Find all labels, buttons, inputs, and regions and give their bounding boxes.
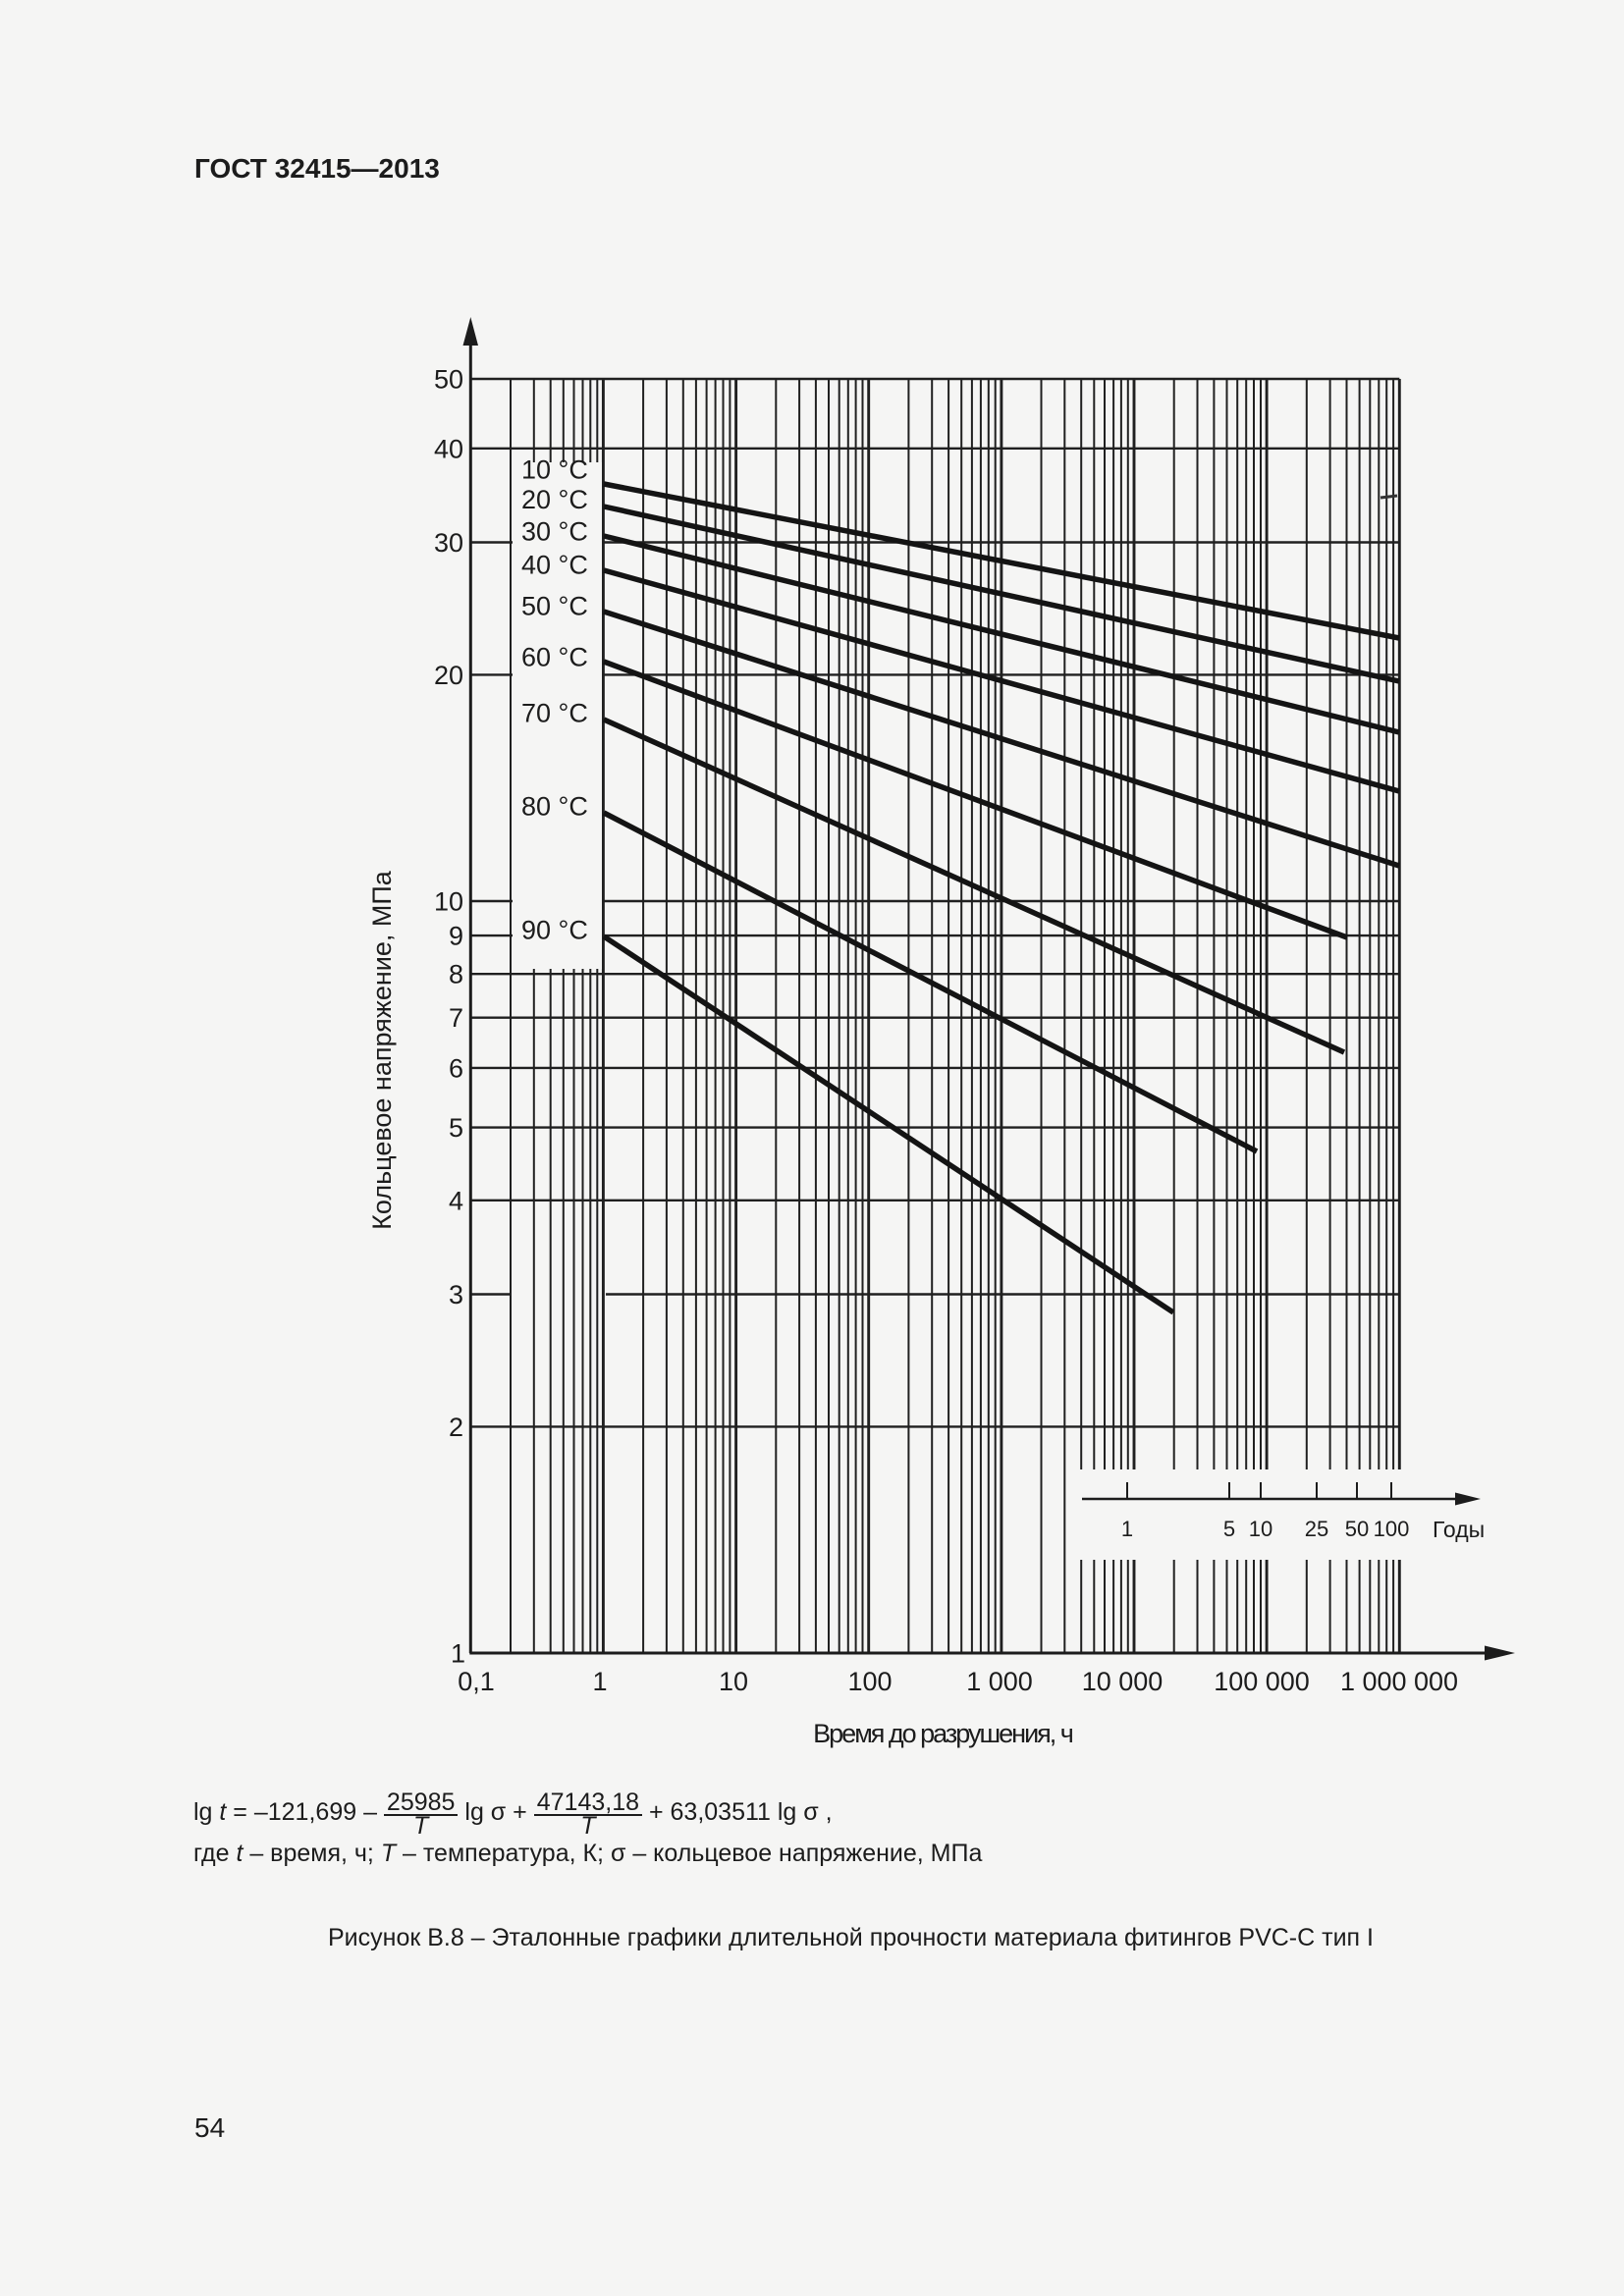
svg-text:1 000: 1 000 bbox=[966, 1667, 1033, 1696]
svg-text:9: 9 bbox=[449, 922, 463, 951]
svg-text:40 °C: 40 °C bbox=[521, 551, 588, 580]
svg-text:1 000 000: 1 000 000 bbox=[1340, 1667, 1458, 1696]
svg-text:8: 8 bbox=[449, 960, 463, 989]
svg-text:70 °C: 70 °C bbox=[521, 699, 588, 728]
svg-text:80 °C: 80 °C bbox=[521, 792, 588, 822]
svg-text:Годы: Годы bbox=[1433, 1517, 1485, 1542]
svg-text:1: 1 bbox=[592, 1667, 607, 1696]
svg-text:0,1: 0,1 bbox=[458, 1667, 495, 1696]
svg-text:5: 5 bbox=[1223, 1517, 1235, 1541]
svg-text:100: 100 bbox=[847, 1667, 892, 1696]
svg-text:10: 10 bbox=[1249, 1517, 1272, 1541]
svg-text:100 000: 100 000 bbox=[1214, 1667, 1310, 1696]
svg-text:2: 2 bbox=[449, 1413, 463, 1442]
svg-text:1: 1 bbox=[451, 1639, 465, 1669]
svg-text:10: 10 bbox=[434, 887, 463, 917]
svg-text:50: 50 bbox=[434, 365, 463, 395]
svg-text:10 °C: 10 °C bbox=[521, 455, 588, 485]
svg-text:30 °C: 30 °C bbox=[521, 517, 588, 547]
svg-text:5: 5 bbox=[449, 1113, 463, 1143]
svg-text:50: 50 bbox=[1345, 1517, 1369, 1541]
svg-text:100: 100 bbox=[1374, 1517, 1410, 1541]
svg-text:Время до разрушения, ч: Время до разрушения, ч bbox=[813, 1719, 1073, 1748]
svg-text:1: 1 bbox=[1121, 1517, 1133, 1541]
svg-text:3: 3 bbox=[449, 1280, 463, 1309]
svg-text:4: 4 bbox=[449, 1186, 463, 1215]
svg-text:Кольцевое напряжение, МПа: Кольцевое напряжение, МПа bbox=[367, 870, 397, 1230]
svg-text:90 °C: 90 °C bbox=[521, 916, 588, 945]
svg-text:6: 6 bbox=[449, 1053, 463, 1083]
svg-text:20 °C: 20 °C bbox=[521, 485, 588, 514]
svg-text:40: 40 bbox=[434, 434, 463, 463]
svg-text:20: 20 bbox=[434, 661, 463, 690]
svg-text:25: 25 bbox=[1305, 1517, 1328, 1541]
svg-text:30: 30 bbox=[434, 528, 463, 558]
svg-text:10: 10 bbox=[719, 1667, 748, 1696]
svg-text:10 000: 10 000 bbox=[1082, 1667, 1164, 1696]
svg-text:7: 7 bbox=[449, 1003, 463, 1033]
svg-text:60 °C: 60 °C bbox=[521, 643, 588, 672]
svg-text:50 °C: 50 °C bbox=[521, 592, 588, 621]
